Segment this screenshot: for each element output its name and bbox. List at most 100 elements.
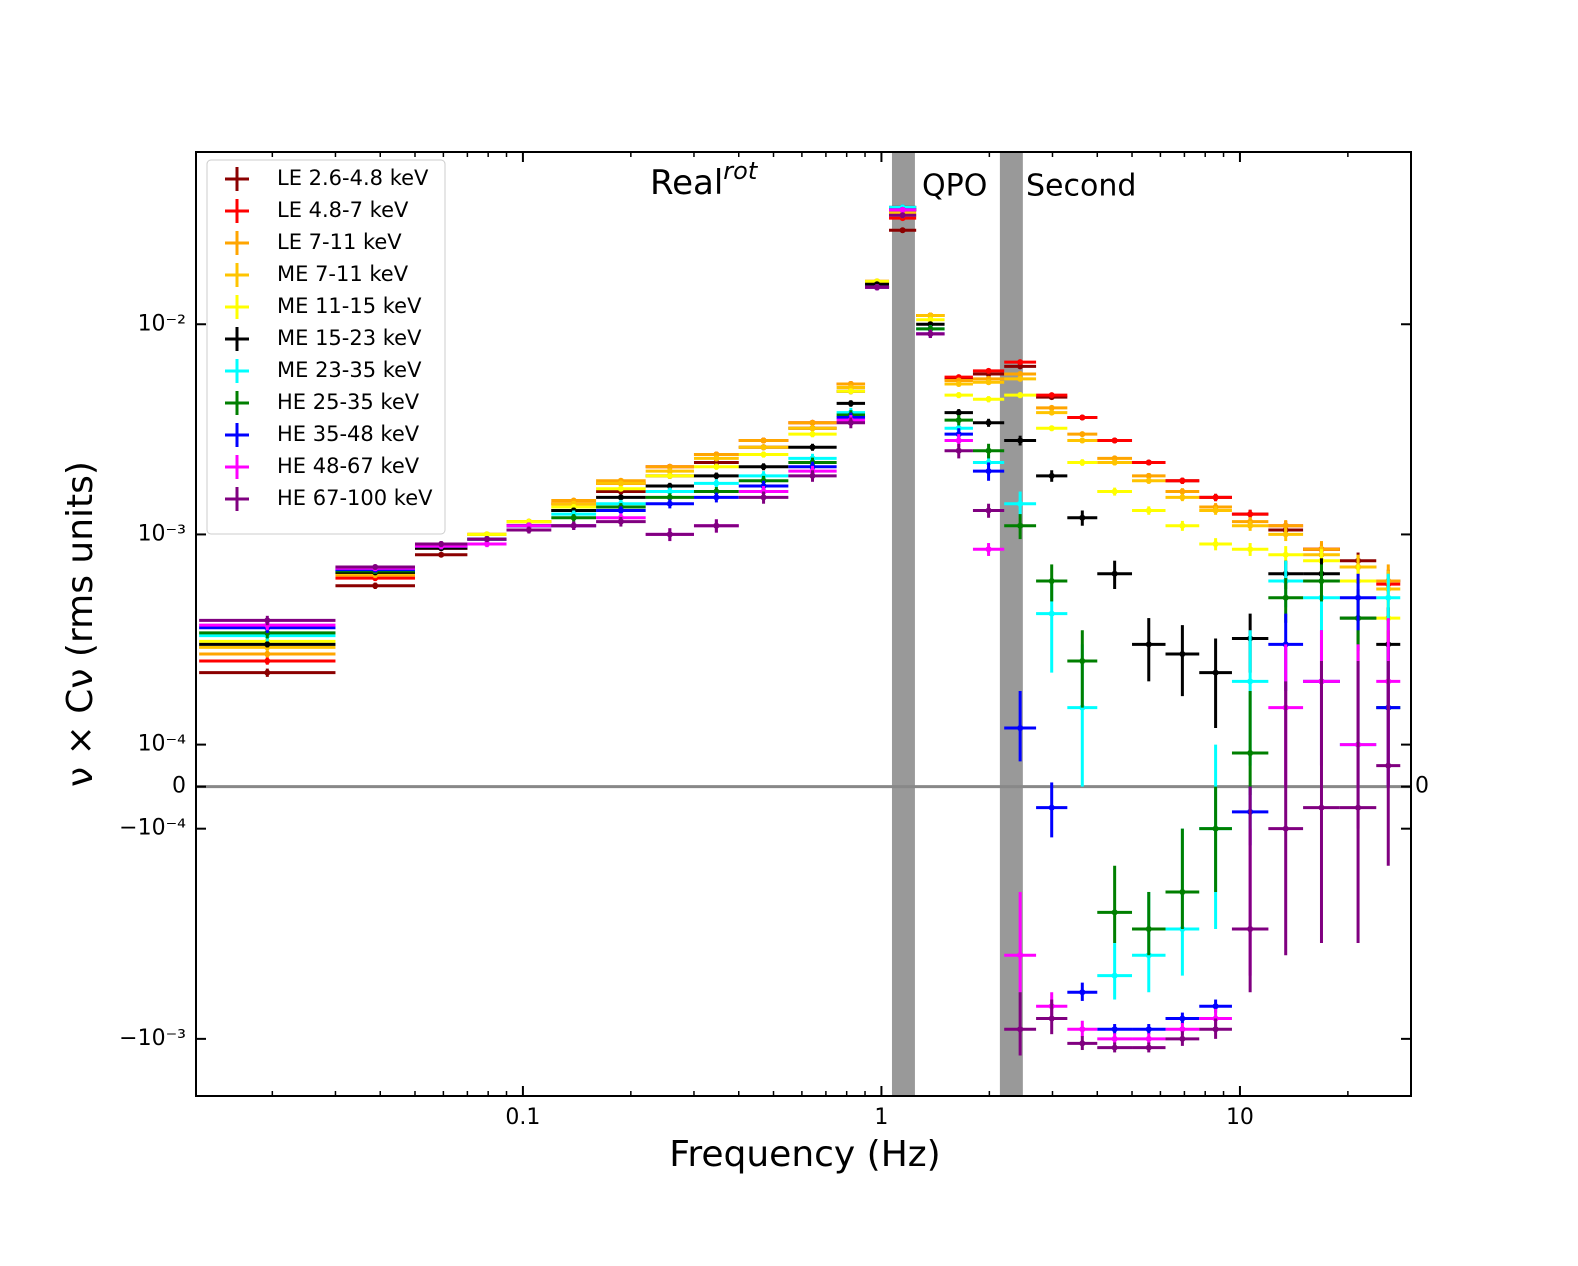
point: [760, 463, 767, 470]
point: [1179, 522, 1186, 529]
point: [1111, 488, 1118, 495]
point: [1017, 522, 1024, 529]
point: [1212, 507, 1219, 514]
point: [809, 472, 816, 479]
point: [985, 367, 992, 374]
point: [1145, 1044, 1152, 1051]
point: [1247, 925, 1254, 932]
point: [617, 480, 624, 487]
point: [1145, 1035, 1152, 1042]
point: [1111, 459, 1118, 466]
error-bar: [1268, 528, 1304, 542]
error-bar: [693, 463, 739, 470]
point: [713, 455, 720, 462]
error-bar: [596, 480, 646, 487]
point: [666, 463, 673, 470]
error-bar: [335, 563, 415, 570]
legend-entry: ME 7-11 keV: [225, 262, 409, 287]
point: [1179, 488, 1186, 495]
error-bar: [1004, 370, 1037, 377]
point: [1282, 825, 1289, 832]
error-bar: [1097, 943, 1133, 1000]
point: [264, 650, 271, 657]
point: [1247, 546, 1254, 553]
error-bar: [1199, 638, 1232, 728]
point: [847, 419, 854, 426]
point: [1017, 392, 1024, 399]
point: [760, 494, 767, 501]
error-bar: [199, 657, 336, 665]
shaded-band: [891, 152, 915, 1096]
point: [438, 551, 445, 558]
point: [1079, 437, 1086, 444]
point: [713, 472, 720, 479]
point: [1282, 522, 1289, 529]
error-bar: [1036, 782, 1068, 838]
point: [955, 417, 962, 424]
error-bar: [1132, 618, 1166, 682]
y-tick-label: −10⁻³: [119, 1026, 186, 1051]
title-superscript: rot: [723, 157, 759, 185]
point: [847, 388, 854, 395]
error-bar: [551, 514, 597, 522]
error-bar: [788, 431, 837, 438]
error-bar: [1165, 828, 1200, 929]
error-bar: [1097, 1042, 1133, 1053]
point: [483, 531, 490, 538]
point: [1048, 404, 1055, 411]
error-bar: [596, 485, 646, 492]
point: [955, 447, 962, 454]
point: [955, 380, 962, 387]
error-bar: [836, 417, 866, 429]
point: [1017, 1026, 1024, 1033]
point: [955, 437, 962, 444]
legend-label: HE 35-48 keV: [277, 422, 420, 446]
legend-label: ME 23-35 keV: [277, 358, 422, 382]
error-bar: [1004, 392, 1037, 399]
shaded-band: [999, 152, 1023, 1096]
point: [899, 227, 906, 234]
error-bar: [1004, 491, 1037, 518]
error-bar: [889, 227, 917, 234]
error-bar: [1303, 660, 1340, 944]
point: [1179, 477, 1186, 484]
error-bar: [889, 212, 917, 219]
point: [1145, 477, 1152, 484]
point: [264, 669, 271, 676]
point: [1048, 578, 1055, 585]
error-bar: [836, 400, 866, 407]
error-bar: [788, 419, 837, 426]
point: [927, 330, 934, 337]
error-bar: [1132, 477, 1166, 484]
point: [760, 444, 767, 451]
point: [1079, 1040, 1086, 1047]
point: [809, 419, 816, 426]
error-bar: [199, 641, 336, 648]
point: [874, 284, 881, 291]
error-bar: [788, 470, 837, 482]
point: [1179, 494, 1186, 501]
point: [525, 526, 532, 533]
point: [1079, 989, 1086, 996]
point: [955, 409, 962, 416]
point: [617, 518, 624, 525]
legend-entry: ME 23-35 keV: [225, 358, 422, 383]
point: [1385, 594, 1392, 601]
legend-label: LE 4.8-7 keV: [277, 198, 409, 222]
error-bar: [1231, 520, 1269, 531]
point: [1145, 1026, 1152, 1033]
error-bar: [645, 528, 694, 542]
error-bar: [693, 519, 739, 533]
point: [899, 206, 906, 213]
legend-label: HE 48-67 keV: [277, 454, 420, 478]
error-bar: [199, 650, 336, 658]
legend-entry: LE 2.6-4.8 keV: [225, 166, 429, 191]
point: [1145, 472, 1152, 479]
point: [372, 563, 379, 570]
point: [985, 447, 992, 454]
error-bar: [1097, 487, 1133, 496]
point: [1079, 514, 1086, 521]
point: [1212, 669, 1219, 676]
error-bar: [1132, 459, 1166, 466]
error-bar: [1097, 437, 1133, 444]
